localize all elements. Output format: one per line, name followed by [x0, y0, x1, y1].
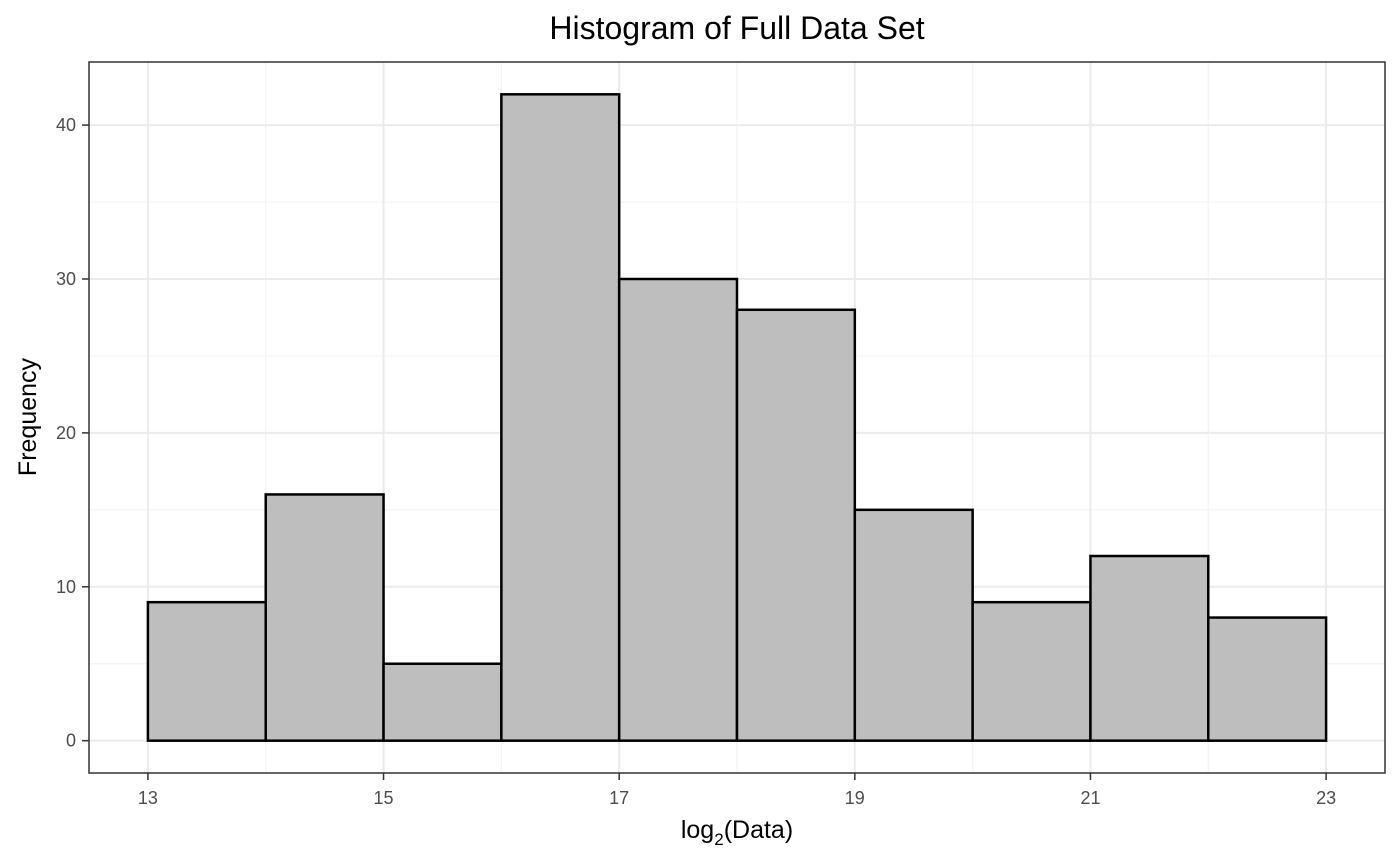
- chart-title: Histogram of Full Data Set: [549, 10, 924, 46]
- histogram-bar-22-23: [1207, 616, 1328, 742]
- histogram-bar-13-14: [146, 600, 267, 742]
- x-axis-title-subscript: 2: [714, 830, 723, 849]
- y-tick-label: 30: [56, 269, 76, 289]
- histogram-bar-18-19: [735, 308, 857, 742]
- histogram-bar-17-18: [617, 277, 739, 742]
- x-tick-label: 15: [374, 788, 394, 808]
- histogram-bars: [146, 93, 1328, 742]
- x-tick-label: 17: [609, 788, 629, 808]
- x-tick-label: 23: [1316, 788, 1336, 808]
- y-tick-label: 0: [66, 731, 76, 751]
- y-tick-label: 20: [56, 423, 76, 443]
- x-tick-label: 13: [138, 788, 158, 808]
- x-tick-label: 21: [1080, 788, 1100, 808]
- y-axis-ticks: 0 10 20 30 40: [56, 115, 89, 751]
- y-axis-title: Frequency: [14, 357, 42, 476]
- y-tick-label: 40: [56, 115, 76, 135]
- y-tick-label: 10: [56, 577, 76, 597]
- histogram-bar-15-16: [382, 662, 503, 742]
- x-axis-ticks: 13 15 17 19 21 23: [138, 773, 1336, 808]
- x-tick-label: 19: [845, 788, 865, 808]
- histogram-bar-16-17: [500, 93, 621, 742]
- x-axis-title-base: log: [681, 816, 714, 844]
- histogram-bar-20-21: [971, 600, 1092, 742]
- histogram-bar-21-22: [1089, 554, 1210, 742]
- plot-panel-border: [88, 61, 1386, 774]
- histogram-bar-19-20: [853, 508, 974, 742]
- x-axis-title: log2(Data): [681, 816, 793, 849]
- histogram-bar-14-15: [264, 493, 385, 742]
- x-axis-title-rest: (Data): [724, 816, 793, 844]
